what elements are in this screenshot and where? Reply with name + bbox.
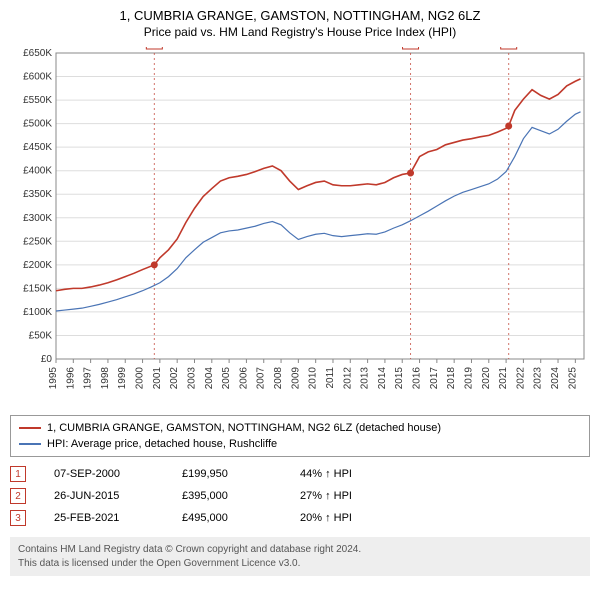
svg-text:2002: 2002: [169, 367, 180, 390]
svg-text:2014: 2014: [377, 367, 388, 390]
svg-text:2024: 2024: [550, 367, 561, 390]
legend-swatch: [19, 427, 41, 429]
svg-text:2005: 2005: [221, 367, 232, 390]
marker-row: 3 25-FEB-2021 £495,000 20% ↑ HPI: [10, 507, 590, 529]
marker-date: 26-JUN-2015: [54, 490, 154, 502]
marker-pct: 27% ↑ HPI: [300, 490, 390, 502]
svg-text:£500K: £500K: [23, 119, 52, 130]
svg-text:2015: 2015: [394, 367, 405, 390]
marker-box-icon: 1: [10, 466, 26, 482]
svg-text:£150K: £150K: [23, 283, 52, 294]
chart-container: 1, CUMBRIA GRANGE, GAMSTON, NOTTINGHAM, …: [0, 0, 600, 584]
marker-price: £199,950: [182, 468, 272, 480]
svg-text:£450K: £450K: [23, 142, 52, 153]
svg-text:2003: 2003: [186, 367, 197, 390]
svg-text:1997: 1997: [83, 367, 94, 390]
legend-swatch: [19, 443, 41, 445]
marker-box-icon: 2: [10, 488, 26, 504]
footer: Contains HM Land Registry data © Crown c…: [10, 537, 590, 576]
svg-text:2006: 2006: [238, 367, 249, 390]
svg-text:1998: 1998: [100, 367, 111, 390]
svg-text:1999: 1999: [117, 367, 128, 390]
svg-text:2025: 2025: [567, 367, 578, 390]
svg-text:£400K: £400K: [23, 166, 52, 177]
svg-text:£550K: £550K: [23, 95, 52, 106]
svg-text:2018: 2018: [446, 367, 457, 390]
footer-line: Contains HM Land Registry data © Crown c…: [18, 543, 582, 557]
marker-price: £495,000: [182, 512, 272, 524]
legend-item: HPI: Average price, detached house, Rush…: [19, 436, 581, 452]
marker-date: 25-FEB-2021: [54, 512, 154, 524]
legend: 1, CUMBRIA GRANGE, GAMSTON, NOTTINGHAM, …: [10, 415, 590, 457]
svg-text:2008: 2008: [273, 367, 284, 390]
marker-price: £395,000: [182, 490, 272, 502]
svg-text:2009: 2009: [290, 367, 301, 390]
svg-text:£100K: £100K: [23, 307, 52, 318]
svg-text:£350K: £350K: [23, 189, 52, 200]
chart-svg: £0 £50K £100K £150K £200K £250K £300K £350K £400…: [10, 47, 590, 407]
svg-text:2001: 2001: [152, 367, 163, 390]
marker-row: 2 26-JUN-2015 £395,000 27% ↑ HPI: [10, 485, 590, 507]
svg-text:2013: 2013: [360, 367, 371, 390]
svg-text:2021: 2021: [498, 367, 509, 390]
svg-text:2020: 2020: [481, 367, 492, 390]
svg-text:£50K: £50K: [29, 330, 53, 341]
svg-text:1996: 1996: [65, 367, 76, 390]
marker-pct: 20% ↑ HPI: [300, 512, 390, 524]
svg-text:£0: £0: [41, 354, 53, 365]
svg-text:1: 1: [152, 47, 158, 48]
chart-plot: £0 £50K £100K £150K £200K £250K £300K £350K £400…: [10, 47, 590, 407]
svg-text:2000: 2000: [135, 367, 146, 390]
svg-text:3: 3: [506, 47, 512, 48]
svg-text:2019: 2019: [463, 367, 474, 390]
legend-label: 1, CUMBRIA GRANGE, GAMSTON, NOTTINGHAM, …: [47, 422, 441, 434]
svg-text:2010: 2010: [308, 367, 319, 390]
svg-text:£650K: £650K: [23, 48, 52, 59]
svg-text:2011: 2011: [325, 367, 336, 389]
svg-text:2007: 2007: [256, 367, 267, 390]
chart-title: 1, CUMBRIA GRANGE, GAMSTON, NOTTINGHAM, …: [10, 8, 590, 23]
legend-item: 1, CUMBRIA GRANGE, GAMSTON, NOTTINGHAM, …: [19, 420, 581, 436]
svg-text:2022: 2022: [515, 367, 526, 390]
svg-text:1995: 1995: [48, 367, 59, 390]
svg-text:2023: 2023: [533, 367, 544, 390]
footer-line: This data is licensed under the Open Gov…: [18, 557, 582, 571]
marker-table: 1 07-SEP-2000 £199,950 44% ↑ HPI 2 26-JU…: [10, 463, 590, 529]
chart-subtitle: Price paid vs. HM Land Registry's House …: [10, 25, 590, 39]
marker-date: 07-SEP-2000: [54, 468, 154, 480]
svg-text:2017: 2017: [429, 367, 440, 390]
marker-box-icon: 3: [10, 510, 26, 526]
svg-text:2016: 2016: [412, 367, 423, 390]
svg-text:£300K: £300K: [23, 213, 52, 224]
svg-text:£250K: £250K: [23, 236, 52, 247]
svg-text:2012: 2012: [342, 367, 353, 390]
marker-pct: 44% ↑ HPI: [300, 468, 390, 480]
svg-text:2004: 2004: [204, 367, 215, 390]
marker-row: 1 07-SEP-2000 £199,950 44% ↑ HPI: [10, 463, 590, 485]
svg-text:£600K: £600K: [23, 72, 52, 83]
legend-label: HPI: Average price, detached house, Rush…: [47, 438, 277, 450]
svg-text:£200K: £200K: [23, 260, 52, 271]
svg-text:2: 2: [408, 47, 414, 48]
